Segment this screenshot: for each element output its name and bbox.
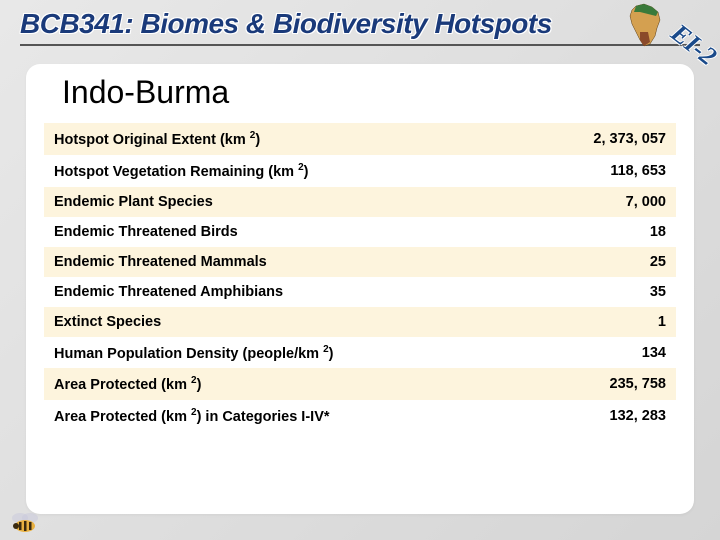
table-row: Extinct Species1: [44, 307, 676, 337]
hotspot-data-table: Hotspot Original Extent (km 2)2, 373, 05…: [44, 123, 676, 432]
metric-value: 134: [527, 337, 676, 369]
metric-label: Extinct Species: [44, 307, 527, 337]
metric-value: 132, 283: [527, 400, 676, 432]
africa-map-icon: [622, 2, 670, 50]
metric-value: 35: [527, 277, 676, 307]
metric-label: Endemic Threatened Amphibians: [44, 277, 527, 307]
table-row: Area Protected (km 2) in Categories I-IV…: [44, 400, 676, 432]
metric-value: 18: [527, 217, 676, 247]
metric-label: Hotspot Original Extent (km 2): [44, 123, 527, 155]
table-row: Endemic Threatened Mammals25: [44, 247, 676, 277]
course-title: BCB341: Biomes & Biodiversity Hotspots: [20, 8, 700, 40]
metric-label: Endemic Threatened Mammals: [44, 247, 527, 277]
metric-value: 7, 000: [527, 187, 676, 217]
metric-label: Hotspot Vegetation Remaining (km 2): [44, 155, 527, 187]
content-panel: Indo-Burma Hotspot Original Extent (km 2…: [26, 64, 694, 514]
metric-label: Area Protected (km 2): [44, 368, 527, 400]
table-row: Human Population Density (people/km 2)13…: [44, 337, 676, 369]
table-row: Endemic Plant Species7, 000: [44, 187, 676, 217]
metric-label: Endemic Plant Species: [44, 187, 527, 217]
table-row: Hotspot Original Extent (km 2)2, 373, 05…: [44, 123, 676, 155]
table-row: Endemic Threatened Birds18: [44, 217, 676, 247]
table-row: Hotspot Vegetation Remaining (km 2)118, …: [44, 155, 676, 187]
metric-value: 2, 373, 057: [527, 123, 676, 155]
table-row: Area Protected (km 2)235, 758: [44, 368, 676, 400]
table-row: Endemic Threatened Amphibians35: [44, 277, 676, 307]
header-divider: [20, 44, 700, 46]
slide-header: BCB341: Biomes & Biodiversity Hotspots E…: [0, 0, 720, 58]
metric-value: 1: [527, 307, 676, 337]
hotspot-title: Indo-Burma: [62, 74, 676, 111]
metric-value: 25: [527, 247, 676, 277]
metric-label: Area Protected (km 2) in Categories I-IV…: [44, 400, 527, 432]
metric-value: 235, 758: [527, 368, 676, 400]
metric-value: 118, 653: [527, 155, 676, 187]
bee-icon: [8, 508, 42, 534]
metric-label: Human Population Density (people/km 2): [44, 337, 527, 369]
metric-label: Endemic Threatened Birds: [44, 217, 527, 247]
